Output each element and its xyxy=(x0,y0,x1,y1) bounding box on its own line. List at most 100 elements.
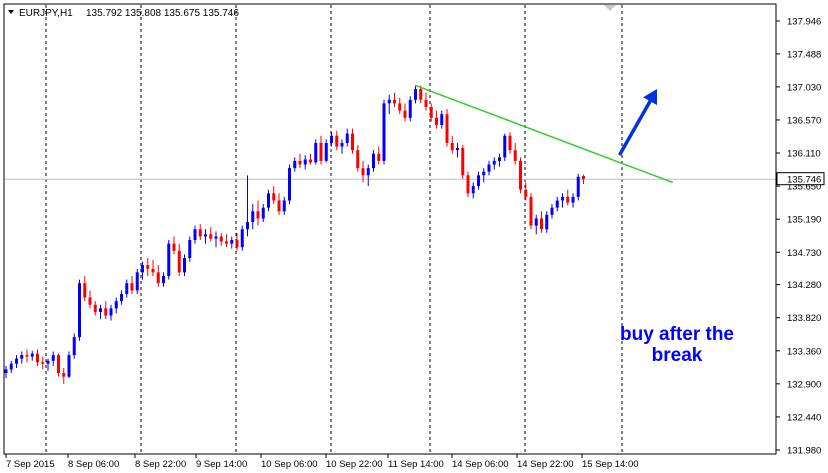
candle xyxy=(51,351,55,366)
grid-separators xyxy=(45,5,623,454)
candle xyxy=(393,92,396,108)
candle xyxy=(377,146,381,165)
candle xyxy=(62,368,66,384)
candle-body xyxy=(414,89,417,100)
candle xyxy=(382,99,386,165)
up-arrow-shaft[interactable] xyxy=(618,99,652,156)
candle xyxy=(487,160,491,176)
candle-body xyxy=(277,200,281,212)
candle-body xyxy=(351,133,354,151)
candle xyxy=(456,142,459,158)
current-price-box xyxy=(776,172,825,186)
candle-body xyxy=(293,160,297,169)
candle-body xyxy=(162,275,165,284)
candle xyxy=(256,200,260,226)
x-tick-label: 11 Sep 14:00 xyxy=(388,459,444,470)
candle xyxy=(356,145,360,172)
candle-body xyxy=(167,243,171,276)
candle xyxy=(576,173,580,201)
candle-body xyxy=(298,160,302,165)
candle-body xyxy=(435,117,438,125)
candle-body xyxy=(20,355,24,359)
candle-body xyxy=(314,142,318,163)
y-tick-label: 131.980 xyxy=(787,446,821,457)
candle xyxy=(529,193,533,230)
candle xyxy=(193,225,197,244)
x-tick-label: 15 Sep 14:00 xyxy=(582,459,639,470)
candle-body xyxy=(109,308,113,316)
candle-body xyxy=(513,150,517,161)
candle xyxy=(277,193,281,215)
candle-body xyxy=(51,355,55,361)
candle-body xyxy=(529,196,533,226)
candle xyxy=(435,110,438,129)
candle-body xyxy=(78,283,81,338)
candle-body xyxy=(256,211,260,219)
menu-triangle-icon[interactable] xyxy=(8,10,14,14)
candle xyxy=(36,349,39,366)
candle-body xyxy=(88,297,92,305)
up-arrow-icon[interactable] xyxy=(643,89,658,106)
candle-body xyxy=(219,236,223,242)
drawings xyxy=(415,84,674,184)
candle-body xyxy=(487,164,491,172)
candle-body xyxy=(235,240,239,248)
candle-body xyxy=(57,355,60,374)
candle xyxy=(146,258,150,276)
candle xyxy=(508,132,512,154)
y-tick-label: 134.730 xyxy=(787,248,821,259)
candle-body xyxy=(193,229,197,241)
candle-body xyxy=(156,272,160,284)
candle xyxy=(162,272,165,287)
candle-body xyxy=(93,304,97,312)
candle-body xyxy=(345,133,349,143)
candle-body xyxy=(230,240,234,244)
candle xyxy=(498,153,501,167)
candle xyxy=(335,130,339,151)
candle-body xyxy=(15,358,18,364)
candle-body xyxy=(146,265,150,269)
candle-body xyxy=(125,283,129,294)
candle-body xyxy=(172,243,176,251)
candle-body xyxy=(204,234,207,237)
shift-marker-icon[interactable] xyxy=(604,5,616,11)
candle-body xyxy=(508,135,512,151)
candle xyxy=(30,350,34,361)
x-tick-label: 14 Sep 22:00 xyxy=(517,459,574,470)
candle-body xyxy=(566,196,570,203)
y-tick-label: 137.030 xyxy=(787,82,821,93)
candle-body xyxy=(398,103,402,111)
candle xyxy=(67,351,71,379)
candle-body xyxy=(477,175,480,187)
y-tick-label: 135.190 xyxy=(787,215,821,226)
candle xyxy=(99,304,102,320)
candle xyxy=(519,157,522,194)
candle xyxy=(130,275,134,294)
candle-body xyxy=(188,240,192,259)
candle xyxy=(135,268,139,294)
candle xyxy=(125,279,129,298)
candle xyxy=(345,128,349,147)
candle xyxy=(225,234,228,248)
candle-body xyxy=(288,168,291,201)
y-tick-label: 133.820 xyxy=(787,313,821,324)
x-tick-label: 10 Sep 22:00 xyxy=(326,459,383,470)
candle xyxy=(361,160,365,183)
candle xyxy=(25,349,29,363)
candle xyxy=(351,128,354,154)
candle-body xyxy=(492,160,496,165)
candle xyxy=(4,365,8,379)
candle-body xyxy=(214,236,218,239)
candle xyxy=(15,355,18,369)
candle xyxy=(88,290,92,309)
candle xyxy=(282,196,286,215)
resistance-trendline[interactable] xyxy=(415,84,674,184)
candle-body xyxy=(571,196,575,203)
candle xyxy=(151,260,155,276)
candle xyxy=(314,139,318,165)
candle-body xyxy=(366,168,370,176)
candle-body xyxy=(387,99,391,104)
candle-body xyxy=(456,147,459,151)
candle xyxy=(571,193,575,208)
